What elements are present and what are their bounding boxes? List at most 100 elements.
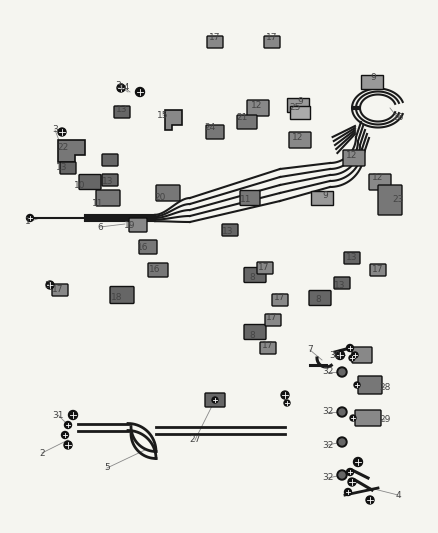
Text: 15: 15 (157, 110, 169, 119)
Circle shape (337, 367, 347, 377)
FancyBboxPatch shape (205, 393, 225, 407)
FancyBboxPatch shape (96, 190, 120, 206)
FancyBboxPatch shape (272, 294, 288, 306)
FancyBboxPatch shape (114, 106, 130, 118)
Circle shape (348, 478, 356, 486)
Text: 8: 8 (315, 295, 321, 304)
Text: 16: 16 (149, 265, 161, 274)
Bar (311, 191, 333, 205)
Circle shape (339, 439, 345, 445)
FancyBboxPatch shape (244, 325, 266, 340)
Text: 5: 5 (104, 464, 110, 472)
Text: 8: 8 (249, 272, 255, 281)
FancyBboxPatch shape (265, 314, 281, 326)
Text: 27: 27 (189, 435, 201, 445)
Circle shape (339, 472, 345, 478)
Circle shape (64, 422, 71, 429)
FancyBboxPatch shape (79, 174, 101, 190)
FancyBboxPatch shape (240, 190, 260, 206)
FancyBboxPatch shape (244, 268, 266, 282)
Text: 17: 17 (209, 34, 221, 43)
Text: 1: 1 (25, 217, 31, 227)
Circle shape (46, 281, 54, 289)
FancyBboxPatch shape (369, 174, 391, 190)
Bar (287, 98, 309, 112)
Circle shape (284, 400, 290, 406)
FancyBboxPatch shape (289, 132, 311, 148)
Circle shape (212, 397, 218, 403)
Circle shape (349, 355, 355, 361)
Circle shape (354, 382, 360, 388)
Text: 3: 3 (115, 80, 121, 90)
FancyBboxPatch shape (334, 277, 350, 289)
FancyBboxPatch shape (343, 150, 365, 166)
Circle shape (339, 369, 345, 375)
Text: 32: 32 (322, 367, 334, 376)
FancyBboxPatch shape (102, 174, 118, 186)
Text: 13: 13 (116, 106, 128, 115)
FancyBboxPatch shape (110, 287, 134, 303)
FancyBboxPatch shape (102, 154, 118, 166)
FancyBboxPatch shape (52, 284, 68, 296)
Circle shape (336, 351, 345, 359)
Text: 12: 12 (346, 150, 358, 159)
Text: 9: 9 (297, 98, 303, 107)
Bar (361, 75, 383, 89)
FancyBboxPatch shape (139, 240, 157, 254)
Text: 9: 9 (322, 190, 328, 199)
FancyBboxPatch shape (352, 347, 372, 363)
FancyBboxPatch shape (129, 218, 147, 232)
Text: 16: 16 (137, 244, 149, 253)
Text: 7: 7 (307, 345, 313, 354)
Circle shape (68, 410, 78, 419)
Text: 31: 31 (52, 410, 64, 419)
Text: 4: 4 (395, 490, 401, 499)
Text: 17: 17 (258, 263, 270, 272)
Text: 17: 17 (266, 313, 278, 322)
FancyBboxPatch shape (60, 162, 76, 174)
FancyBboxPatch shape (222, 224, 238, 236)
Text: 13: 13 (222, 228, 234, 237)
Text: 8: 8 (249, 330, 255, 340)
Text: 17: 17 (52, 286, 64, 295)
FancyBboxPatch shape (309, 290, 331, 305)
Text: 26: 26 (392, 114, 404, 123)
Text: 11: 11 (92, 198, 104, 207)
Text: 12: 12 (251, 101, 263, 109)
Circle shape (135, 87, 145, 96)
Circle shape (27, 214, 33, 222)
Circle shape (350, 415, 356, 421)
Text: 32: 32 (322, 473, 334, 482)
FancyBboxPatch shape (237, 115, 257, 129)
Polygon shape (165, 110, 182, 130)
Circle shape (337, 407, 347, 417)
Text: 18: 18 (111, 294, 123, 303)
Text: 22: 22 (57, 143, 69, 152)
Circle shape (117, 84, 125, 92)
FancyBboxPatch shape (358, 376, 382, 394)
Text: 12: 12 (372, 174, 384, 182)
Text: 13: 13 (346, 254, 358, 262)
FancyBboxPatch shape (156, 185, 180, 201)
Text: 30: 30 (329, 351, 341, 359)
Circle shape (352, 352, 358, 358)
Text: 24: 24 (205, 124, 215, 133)
FancyBboxPatch shape (206, 125, 224, 139)
Circle shape (337, 437, 347, 447)
Text: 29: 29 (379, 416, 391, 424)
Text: 12: 12 (292, 133, 304, 142)
Circle shape (337, 470, 347, 480)
Text: 21: 21 (237, 114, 247, 123)
Text: 3: 3 (44, 280, 50, 289)
Circle shape (339, 409, 345, 415)
Circle shape (61, 432, 68, 439)
Circle shape (346, 469, 353, 475)
Text: 17: 17 (274, 294, 286, 303)
Text: 13: 13 (102, 177, 114, 187)
Circle shape (58, 128, 66, 136)
Text: 25: 25 (290, 103, 301, 112)
Text: 28: 28 (379, 384, 391, 392)
FancyBboxPatch shape (260, 342, 276, 354)
Text: 17: 17 (372, 265, 384, 274)
FancyBboxPatch shape (247, 100, 269, 116)
